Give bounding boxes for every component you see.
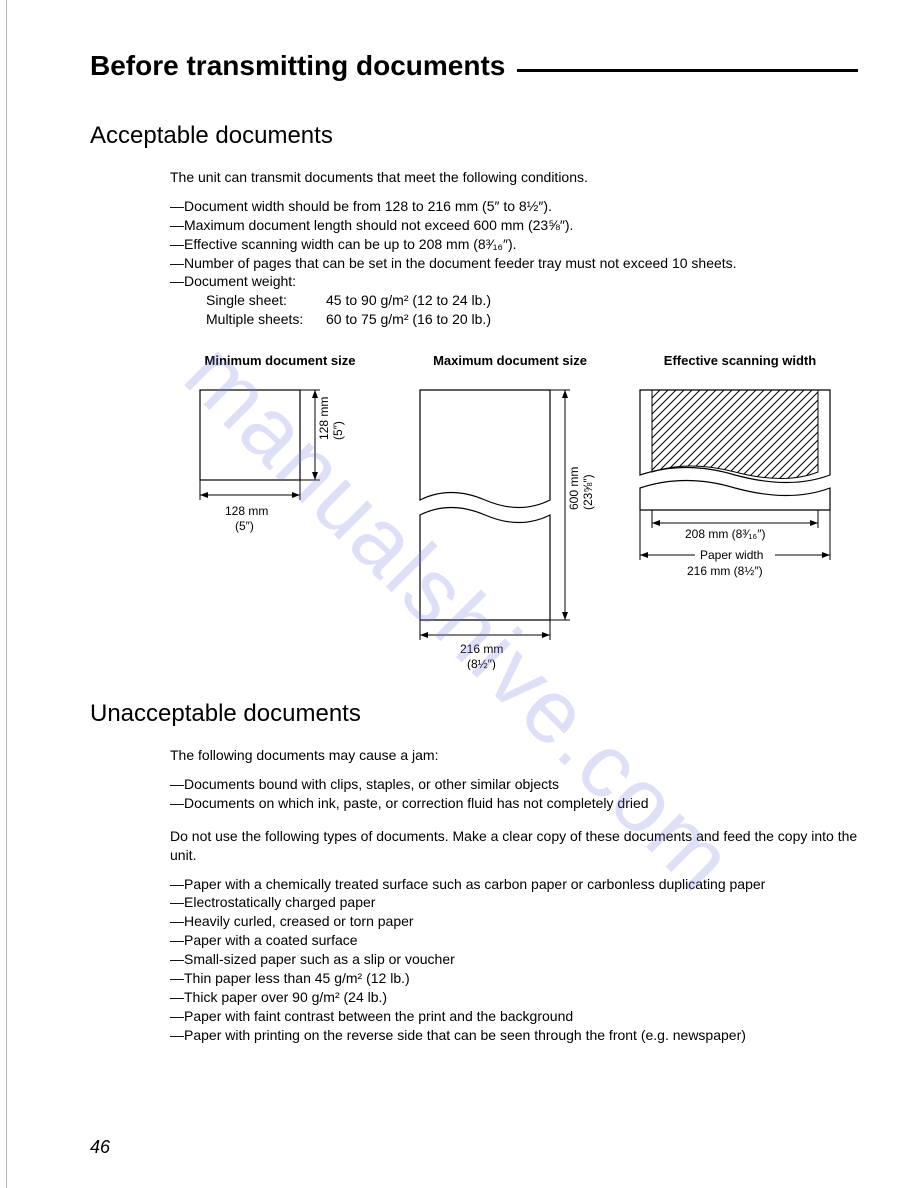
diagram-max: Maximum document size 600 mm (23⅝″) <box>400 353 620 670</box>
list-item: Documents on which ink, paste, or correc… <box>170 794 858 813</box>
weight-block: Single sheet: 45 to 90 g/m² (12 to 24 lb… <box>206 291 858 329</box>
list-item: Paper with a coated surface <box>170 931 858 950</box>
acceptable-list: Document width should be from 128 to 216… <box>170 197 858 291</box>
list-item: Small-sized paper such as a slip or vouc… <box>170 950 858 969</box>
min-svg: 128 mm (5″) 128 mm (5″) <box>190 380 370 540</box>
section-unacceptable-heading: Unacceptable documents <box>90 700 858 728</box>
page-number: 46 <box>90 1137 110 1158</box>
diagram-eff-title: Effective scanning width <box>630 353 850 368</box>
jam-list: Documents bound with clips, staples, or … <box>170 775 858 813</box>
list-item: Thick paper over 90 g/m² (24 lb.) <box>170 988 858 1007</box>
list-item: Paper with printing on the reverse side … <box>170 1026 858 1045</box>
svg-text:(5″): (5″) <box>235 519 254 533</box>
svg-text:216 mm: 216 mm <box>460 642 503 656</box>
nouse-intro: Do not use the following types of docume… <box>170 827 858 865</box>
jam-intro: The following documents may cause a jam: <box>170 746 858 765</box>
diagram-min-title: Minimum document size <box>170 353 390 368</box>
list-item: Paper with faint contrast between the pr… <box>170 1007 858 1026</box>
svg-text:128 mm: 128 mm <box>317 397 331 440</box>
svg-text:Paper width: Paper width <box>700 548 763 562</box>
weight-multi-label: Multiple sheets: <box>206 310 326 329</box>
title-rule <box>517 69 858 72</box>
nouse-list: Paper with a chemically treated surface … <box>170 875 858 1045</box>
list-item: Paper with a chemically treated surface … <box>170 875 858 894</box>
list-item: Documents bound with clips, staples, or … <box>170 775 858 794</box>
acceptable-intro: The unit can transmit documents that mee… <box>170 168 858 187</box>
page-title: Before transmitting documents <box>90 50 858 82</box>
acceptable-body: The unit can transmit documents that mee… <box>170 168 858 329</box>
document-page: manualshive.com Before transmitting docu… <box>0 0 918 1188</box>
list-item: Heavily curled, creased or torn paper <box>170 912 858 931</box>
diagram-eff: Effective scanning width 208 mm ( <box>630 353 850 670</box>
weight-single-val: 45 to 90 g/m² (12 to 24 lb.) <box>326 291 491 310</box>
weight-single-label: Single sheet: <box>206 291 326 310</box>
page-edge <box>6 0 7 1188</box>
svg-text:128 mm: 128 mm <box>225 504 268 518</box>
max-svg: 600 mm (23⅝″) 216 mm (8½″) <box>410 380 610 670</box>
list-item: Number of pages that can be set in the d… <box>170 254 858 273</box>
svg-text:208 mm (8³⁄₁₆″): 208 mm (8³⁄₁₆″) <box>685 527 765 541</box>
list-item: Document width should be from 128 to 216… <box>170 197 858 216</box>
svg-text:(8½″): (8½″) <box>467 657 496 670</box>
unacceptable-body: The following documents may cause a jam:… <box>170 746 858 1044</box>
list-item: Maximum document length should not excee… <box>170 216 858 235</box>
diagram-max-title: Maximum document size <box>400 353 620 368</box>
svg-text:(23⅝″): (23⅝″) <box>581 475 595 511</box>
svg-text:600 mm: 600 mm <box>567 467 581 510</box>
page-title-text: Before transmitting documents <box>90 50 505 82</box>
eff-svg: 208 mm (8³⁄₁₆″) Paper width 216 mm (8½″) <box>630 380 860 590</box>
diagram-row: Minimum document size 128 mm (5″) <box>170 353 850 670</box>
weight-multi-val: 60 to 75 g/m² (16 to 20 lb.) <box>326 310 491 329</box>
list-item: Effective scanning width can be up to 20… <box>170 235 858 254</box>
svg-text:216 mm (8½″): 216 mm (8½″) <box>687 564 763 578</box>
list-item: Thin paper less than 45 g/m² (12 lb.) <box>170 969 858 988</box>
svg-text:(5″): (5″) <box>331 421 345 440</box>
section-acceptable-heading: Acceptable documents <box>90 122 858 150</box>
diagram-min: Minimum document size 128 mm (5″) <box>170 353 390 670</box>
list-item: Document weight: <box>170 272 858 291</box>
list-item: Electrostatically charged paper <box>170 893 858 912</box>
